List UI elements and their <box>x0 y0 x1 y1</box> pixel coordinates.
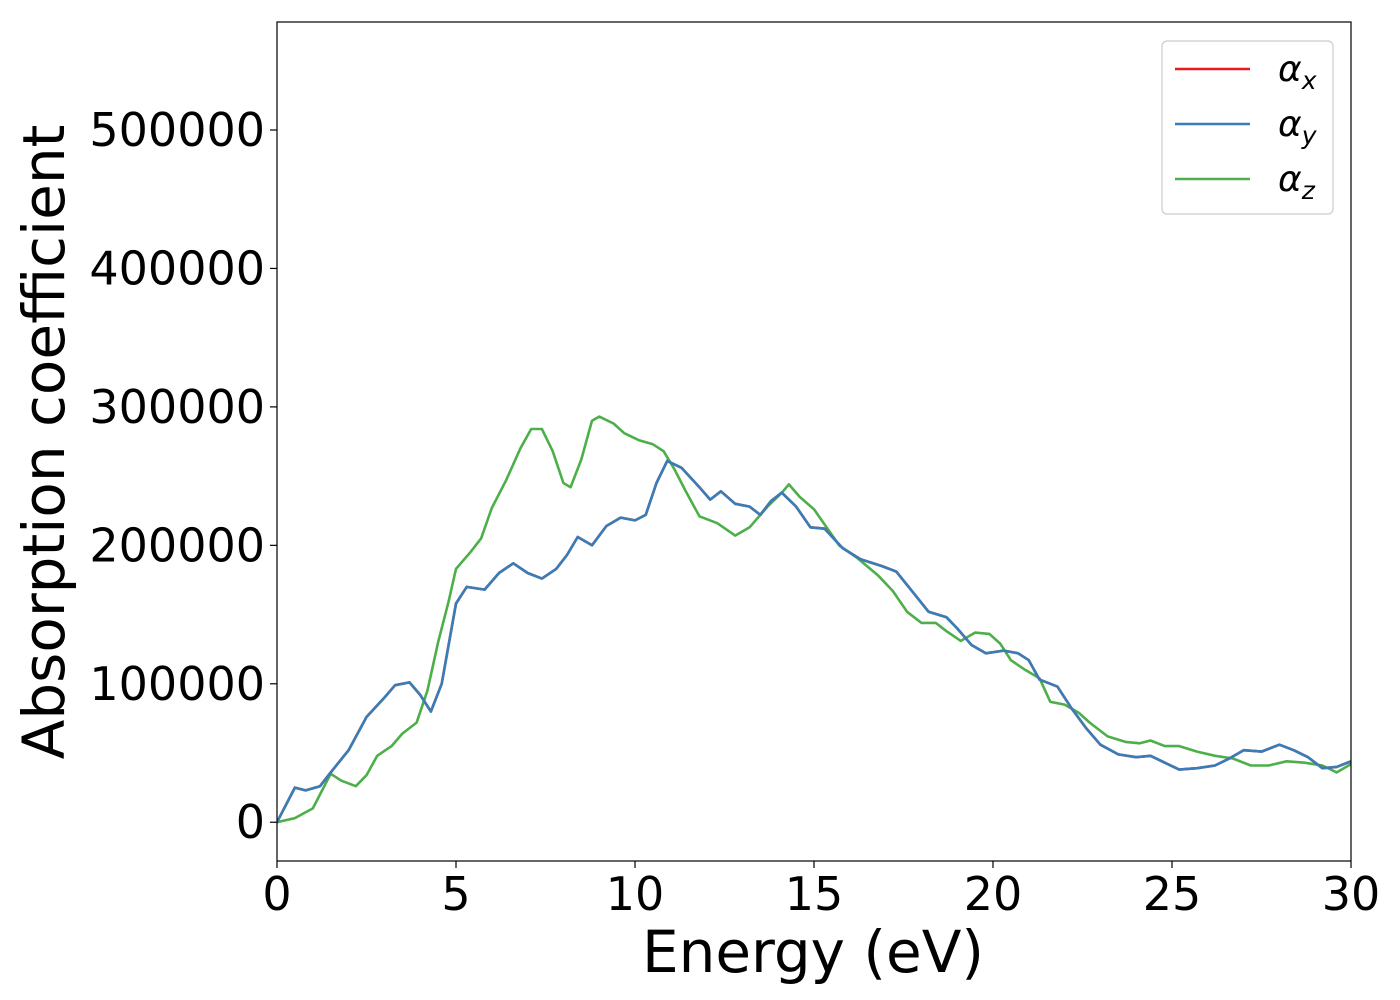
legend: αx αy αz <box>1161 40 1334 215</box>
y-tick-label: 400000 <box>89 241 265 295</box>
plot-frame <box>276 21 1352 862</box>
legend-label-alpha-z: αz <box>1278 159 1316 205</box>
legend-label-alpha-y: αy <box>1278 104 1318 150</box>
y-tick-label: 500000 <box>89 103 265 157</box>
x-tick-label: 0 <box>262 867 291 921</box>
x-axis-label: Energy (eV) <box>642 918 984 986</box>
x-tick-label: 25 <box>1143 867 1202 921</box>
y-tick-label: 0 <box>236 795 265 849</box>
y-axis-ticks: 0 100000 200000 300000 400000 500000 <box>89 103 277 849</box>
plot-area <box>277 415 1351 824</box>
x-tick-label: 5 <box>441 867 470 921</box>
x-tick-label: 20 <box>964 867 1023 921</box>
x-tick-label: 10 <box>606 867 665 921</box>
y-tick-label: 200000 <box>89 518 265 572</box>
y-tick-label: 300000 <box>89 380 265 434</box>
legend-box <box>1161 40 1334 215</box>
series-line-alpha-y <box>277 459 1351 823</box>
series-layer <box>277 415 1351 824</box>
x-tick-label: 30 <box>1322 867 1381 921</box>
legend-label-alpha-x: αx <box>1278 49 1317 95</box>
x-tick-label: 15 <box>785 867 844 921</box>
y-tick-label: 100000 <box>89 657 265 711</box>
x-axis-ticks: 0 5 10 15 20 25 30 <box>262 861 1380 921</box>
y-axis-label: Absorption coefficient <box>10 125 78 760</box>
